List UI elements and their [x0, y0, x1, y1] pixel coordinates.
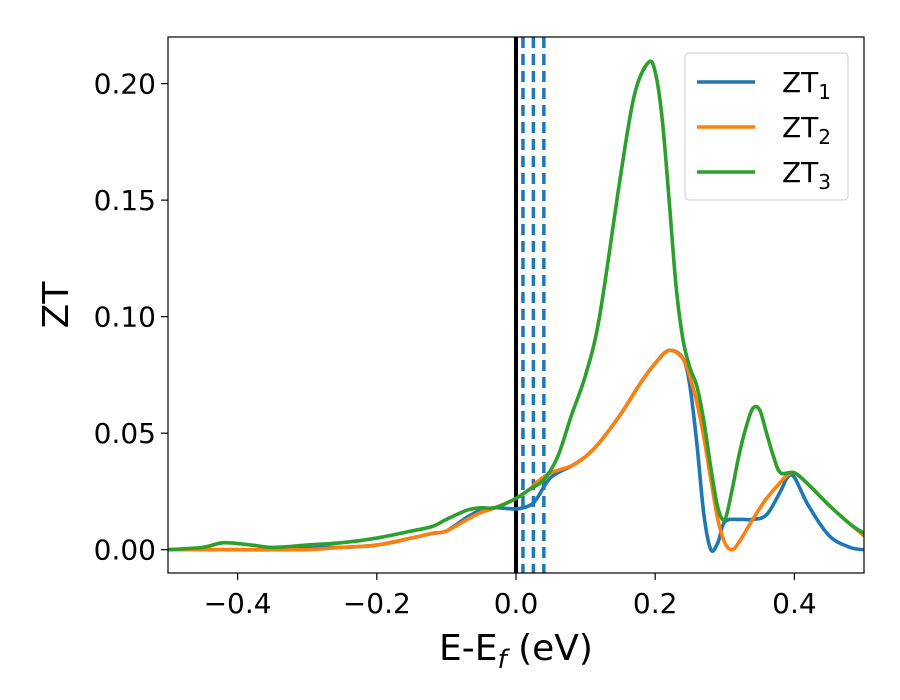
legend-label-zt1: ZT1	[782, 66, 831, 104]
legend: ZT1 ZT2 ZT3	[684, 52, 849, 201]
legend-label-zt3: ZT3	[782, 156, 831, 194]
x-axis-label: E-Ef (eV)	[439, 628, 593, 675]
x-tick-label: 0.4	[772, 587, 817, 620]
data-series	[168, 59, 864, 554]
x-tick-label: 0.2	[633, 587, 678, 620]
y-tick-label: 0.05	[94, 417, 156, 450]
y-tick-label: 0.15	[94, 184, 156, 217]
legend-frame	[684, 52, 849, 201]
x-axis-ticks: −0.4 −0.2 0.0 0.2 0.4	[204, 573, 817, 620]
y-tick-label: 0.00	[94, 534, 156, 567]
series-line-zt3	[168, 59, 864, 552]
y-axis-label: ZT	[36, 281, 77, 329]
legend-label-zt2: ZT2	[782, 111, 831, 149]
x-tick-label: −0.2	[343, 587, 411, 620]
x-tick-label: −0.4	[204, 587, 272, 620]
x-tick-label: 0.0	[494, 587, 539, 620]
y-axis-ticks: 0.00 0.05 0.10 0.15 0.20	[94, 68, 168, 567]
y-tick-label: 0.10	[94, 301, 156, 334]
series-line-zt2	[168, 348, 864, 552]
y-tick-label: 0.20	[94, 68, 156, 101]
